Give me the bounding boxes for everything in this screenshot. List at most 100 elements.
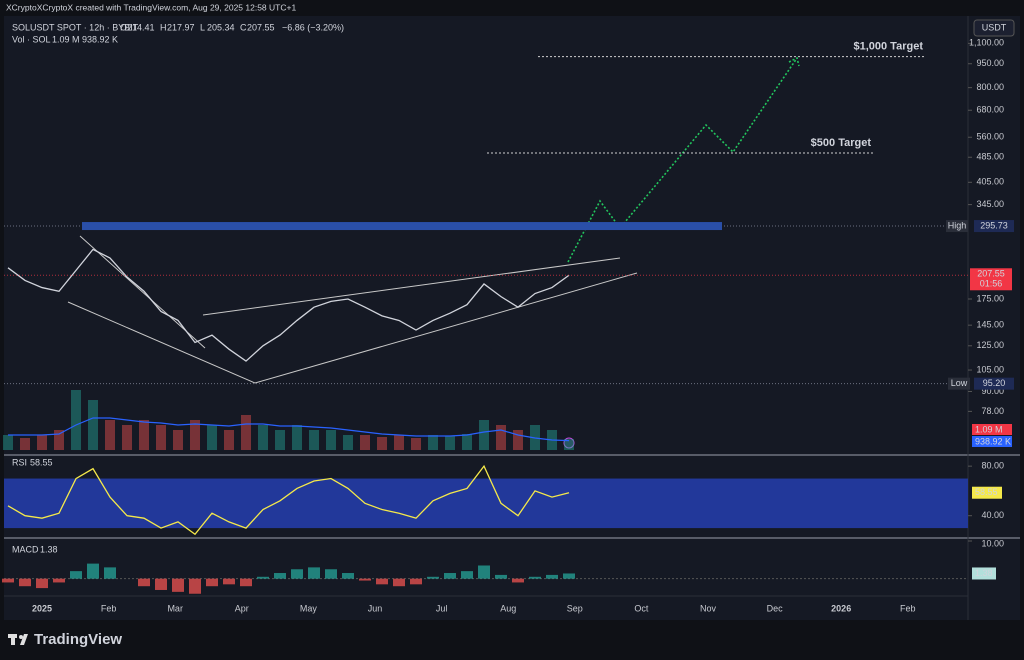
footer-logo: TradingView (8, 631, 122, 648)
high-value-box (974, 220, 1014, 233)
ohlc-key: L (200, 22, 205, 32)
rsi-band (4, 478, 968, 529)
volume-bar (411, 438, 421, 450)
volume-bar (564, 439, 574, 450)
chart-panel (4, 16, 1020, 620)
x-tick-label: Nov (700, 603, 717, 613)
x-tick-label: Feb (900, 603, 916, 613)
high-zone (82, 222, 722, 231)
rsi-legend: 58.55 (30, 457, 53, 467)
macd-bar (257, 576, 269, 579)
volume-ma (8, 417, 570, 442)
macd-bar (427, 576, 439, 579)
volume-bar (394, 435, 404, 450)
logo-mark (20, 634, 28, 645)
y-tick-label: 405.00 (976, 177, 1004, 187)
macd-box (972, 567, 996, 580)
logo-mark (11, 634, 15, 645)
volume-legend: 1.09 M (52, 34, 80, 44)
y-tick-label: 90.00 (981, 386, 1004, 396)
volume-bar (275, 430, 285, 450)
macd-bar (104, 567, 116, 579)
y-tick-label: 80.00 (981, 461, 1004, 471)
volume-bar (258, 425, 268, 450)
ohlc-key: C (240, 22, 247, 32)
volume-bar (326, 430, 336, 450)
low-value-box (974, 377, 1014, 390)
y-tick-label: 345.00 (976, 199, 1004, 209)
projection-arrow (788, 56, 800, 67)
volume-bar (496, 425, 506, 450)
volume-bar (343, 435, 353, 450)
currency-button[interactable] (973, 19, 1015, 37)
volume-bar (88, 400, 98, 450)
volume-bar (224, 430, 234, 450)
change: −6.86 (−3.20%) (282, 22, 344, 32)
price-line (7, 248, 570, 362)
macd-bar (291, 569, 303, 579)
macd-bar (444, 573, 456, 579)
macd-bar (529, 576, 541, 579)
x-tick-label: Apr (235, 603, 249, 613)
rsi-last: 58.55 (975, 487, 998, 497)
y-tick-label: 1,100.00 (969, 38, 1004, 48)
credit: XCryptoXCryptoX created with TradingView… (6, 2, 296, 12)
y-tick-label: 10.00 (981, 538, 1004, 548)
volume-name: Vol · SOL (12, 34, 51, 44)
y-tick-label: 175.00 (976, 293, 1004, 303)
macd-bar (546, 574, 558, 579)
volume-bar (377, 437, 387, 450)
y-tick-label: 105.00 (976, 364, 1004, 374)
rsi-line (7, 464, 570, 536)
last-price: 207.55 (977, 269, 1005, 279)
volume-ma-last: 938.92 K (975, 436, 1011, 446)
x-tick-label: Feb (101, 603, 117, 613)
macd-name: MACD (12, 544, 39, 554)
macd-bar (461, 571, 473, 579)
rsi-name: RSI (12, 457, 27, 467)
macd-bar (2, 578, 14, 583)
trendline (202, 257, 621, 316)
volume-bar (71, 390, 81, 450)
macd-bar (393, 578, 405, 587)
low-value: 95.20 (983, 378, 1006, 388)
volume-box (972, 424, 1012, 435)
y-tick-label: 485.00 (976, 152, 1004, 162)
high-value: 295.73 (980, 220, 1008, 230)
volume-bar (462, 434, 472, 450)
volume-bar (105, 420, 115, 450)
high-label: High (948, 220, 967, 230)
macd-bar (325, 569, 337, 579)
volume-bar (292, 425, 302, 450)
volume-bar (156, 425, 166, 450)
macd-bar (53, 578, 65, 583)
brand: TradingView (34, 631, 122, 648)
x-tick-label: 2026 (831, 603, 851, 613)
y-tick-label: 78.00 (981, 406, 1004, 416)
volume-bar (428, 435, 438, 450)
x-tick-label: Aug (500, 603, 516, 613)
volume-bar (190, 420, 200, 450)
macd-bar (563, 573, 575, 579)
ohlc-key: O (120, 22, 127, 32)
x-tick-label: Mar (167, 603, 183, 613)
macd-bar (478, 565, 490, 579)
x-tick-label: 2025 (32, 603, 52, 613)
ohlc-value: 205.34 (207, 22, 235, 32)
ohlc-value: 207.55 (247, 22, 275, 32)
plot: 1,100.00 950.00 800.00 680.00 560.00 485.00 40… (2, 22, 1014, 613)
y-tick-label: 680.00 (976, 105, 1004, 115)
x-tick-label: Sep (567, 603, 583, 613)
macd-bar (308, 567, 320, 579)
projection-path (567, 57, 798, 263)
volume-ma-box (972, 436, 1012, 447)
macd-bar (155, 578, 167, 590)
currency[interactable]: USDT (982, 22, 1007, 32)
macd-bar (206, 578, 218, 587)
volume-bar (54, 430, 64, 450)
volume-bar (445, 436, 455, 450)
volume-bar (122, 425, 132, 450)
macd-bar (495, 574, 507, 579)
volume-bar (20, 438, 30, 450)
